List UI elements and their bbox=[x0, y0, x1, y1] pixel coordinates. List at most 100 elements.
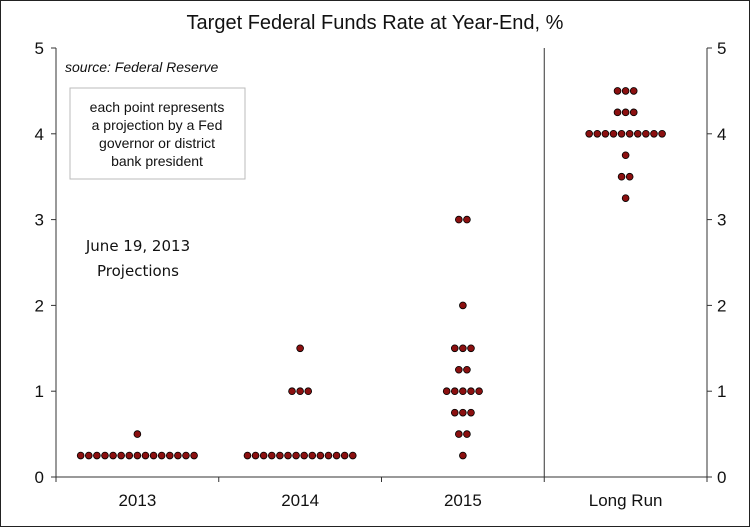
projection-date-annotation: June 19, 2013 Projections bbox=[85, 237, 190, 280]
projection-line: Projections bbox=[97, 262, 179, 280]
projection-dot bbox=[117, 451, 125, 460]
projection-dot bbox=[276, 451, 284, 460]
projection-dot bbox=[450, 387, 459, 396]
axes bbox=[51, 47, 712, 482]
projection-dot bbox=[450, 408, 459, 417]
projection-dot bbox=[149, 451, 158, 460]
projection-dot bbox=[463, 215, 471, 224]
y-tick-labels-right: 0 1 2 3 4 5 bbox=[717, 39, 726, 487]
note-annotation: each point represents a projection by a F… bbox=[90, 99, 225, 169]
y-tick-label: 2 bbox=[35, 296, 44, 315]
projection-dot bbox=[174, 451, 182, 460]
projection-dot bbox=[324, 451, 333, 460]
projection-dot bbox=[348, 451, 357, 460]
x-tick-label: 2014 bbox=[281, 491, 319, 510]
projection-dot bbox=[292, 451, 300, 460]
x-tick-labels: 2013 2014 2015 Long Run bbox=[118, 491, 662, 510]
projection-dot bbox=[296, 344, 304, 353]
projection-dot bbox=[455, 215, 463, 224]
x-tick-label: 2015 bbox=[444, 491, 482, 510]
projection-dot bbox=[296, 387, 304, 396]
projection-dot bbox=[617, 172, 626, 181]
projection-dot bbox=[133, 451, 142, 460]
projection-dot bbox=[165, 451, 174, 460]
projection-dot bbox=[157, 451, 166, 460]
projection-dot bbox=[633, 130, 642, 138]
y-tick-label-right: 3 bbox=[717, 211, 726, 230]
y-tick-label-right: 0 bbox=[717, 468, 726, 487]
projection-dot bbox=[316, 451, 325, 460]
projection-dot bbox=[288, 387, 296, 396]
source-annotation: source: Federal Reserve bbox=[65, 59, 219, 75]
projection-dot bbox=[284, 451, 292, 460]
projection-dot bbox=[629, 87, 638, 95]
y-tick-label-right: 5 bbox=[717, 39, 726, 58]
projection-dot bbox=[585, 130, 593, 138]
projection-dot bbox=[650, 130, 658, 138]
projection-dot bbox=[243, 451, 252, 460]
projection-dot bbox=[450, 344, 459, 353]
projection-dot bbox=[459, 344, 467, 353]
projection-dot bbox=[455, 365, 463, 374]
projection-dot bbox=[625, 130, 634, 138]
y-tick-label: 5 bbox=[35, 39, 44, 58]
projection-dot bbox=[463, 365, 471, 374]
projection-dot bbox=[601, 130, 610, 138]
projection-dot bbox=[133, 430, 142, 438]
projection-dot bbox=[463, 430, 471, 438]
projection-dot bbox=[101, 451, 109, 460]
chart-title: Target Federal Funds Rate at Year-End, % bbox=[187, 12, 564, 34]
projection-dot bbox=[251, 451, 260, 460]
projection-dot bbox=[182, 451, 190, 460]
projection-dot bbox=[621, 108, 630, 117]
projection-dot bbox=[332, 451, 341, 460]
projection-dot bbox=[467, 344, 475, 353]
projection-dot bbox=[340, 451, 349, 460]
y-tick-label-right: 2 bbox=[717, 296, 726, 315]
projection-dot bbox=[259, 451, 268, 460]
projection-dot bbox=[467, 408, 475, 417]
projection-dot bbox=[625, 172, 634, 181]
projection-dot bbox=[613, 87, 622, 95]
projection-dot bbox=[658, 130, 666, 138]
x-tick-label: 2013 bbox=[118, 491, 156, 510]
projection-dot bbox=[125, 451, 134, 460]
projection-dot bbox=[76, 451, 85, 460]
projection-dot bbox=[442, 387, 451, 396]
projection-dot bbox=[304, 387, 313, 396]
projection-dots bbox=[76, 87, 666, 460]
projection-dot bbox=[190, 451, 198, 460]
x-tick-label: Long Run bbox=[589, 491, 663, 510]
y-tick-labels-left: 0 1 2 3 4 5 bbox=[35, 39, 44, 487]
projection-dot bbox=[459, 301, 467, 310]
projection-dot bbox=[621, 87, 630, 95]
note-line: governor or district bbox=[99, 135, 215, 151]
projection-dot bbox=[621, 194, 630, 202]
y-tick-label-right: 1 bbox=[717, 382, 726, 401]
y-tick-label: 4 bbox=[35, 125, 44, 144]
y-tick-label: 0 bbox=[35, 468, 44, 487]
projection-dot bbox=[629, 108, 638, 117]
projection-dot bbox=[617, 130, 626, 138]
projection-dot bbox=[459, 451, 467, 460]
note-line: each point represents bbox=[90, 99, 225, 115]
projection-dot bbox=[455, 430, 463, 438]
projection-dot bbox=[613, 108, 622, 117]
note-box bbox=[69, 87, 246, 180]
note-line: bank president bbox=[111, 153, 203, 169]
projection-dot bbox=[93, 451, 101, 460]
projection-dot bbox=[141, 451, 150, 460]
y-tick-label: 3 bbox=[35, 211, 44, 230]
projection-dot bbox=[593, 130, 602, 138]
projection-dot bbox=[459, 408, 467, 417]
y-tick-label-right: 4 bbox=[717, 125, 726, 144]
projection-dot bbox=[109, 451, 117, 460]
note-line: a projection by a Fed bbox=[92, 117, 223, 133]
projection-dot bbox=[84, 451, 93, 460]
y-tick-label: 1 bbox=[35, 382, 44, 401]
projection-dot bbox=[467, 387, 475, 396]
projection-dot bbox=[475, 387, 483, 396]
projection-dot bbox=[642, 130, 650, 138]
